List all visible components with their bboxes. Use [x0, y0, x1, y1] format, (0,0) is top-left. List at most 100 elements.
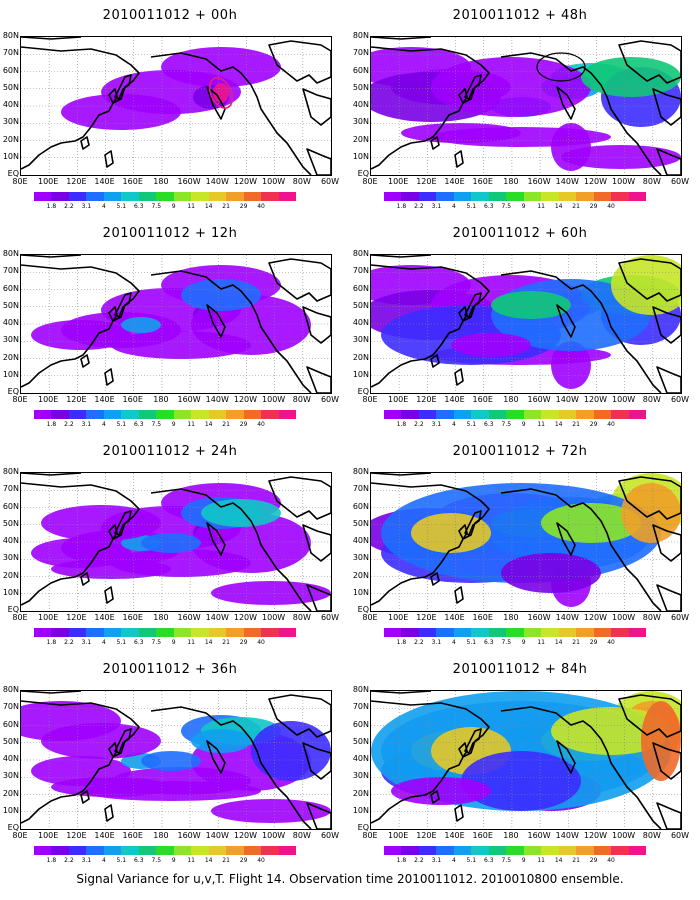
colorbar	[34, 846, 297, 855]
signal-region	[181, 279, 261, 311]
coastline	[108, 88, 118, 104]
signal-region	[551, 123, 591, 171]
colorbar-swatch	[243, 192, 262, 201]
colorbar-swatch	[138, 846, 157, 855]
coastline	[114, 510, 132, 536]
colorbar-label: 9	[171, 421, 176, 428]
lon-label: 100W	[612, 613, 636, 622]
signal-region	[141, 751, 201, 771]
signal-region	[191, 729, 251, 753]
colorbar-swatch	[523, 192, 542, 201]
coastline	[371, 46, 490, 170]
lat-label: 40N	[352, 754, 369, 763]
coastline	[618, 258, 681, 302]
colorbar-label: 3.1	[81, 421, 92, 428]
lat-label: 20N	[2, 788, 19, 798]
coastline	[430, 790, 440, 804]
lat-label: 70N	[352, 266, 369, 276]
lon-label: 120W	[583, 831, 608, 840]
lon-label: 160E	[472, 395, 493, 404]
colorbar-swatch	[418, 192, 437, 201]
colorbar-label: 7.5	[151, 421, 162, 428]
coastline	[454, 804, 464, 822]
coastline	[150, 52, 312, 175]
lon-label: 160E	[122, 177, 143, 186]
lon-label: 160W	[527, 395, 551, 404]
colorbar-label: 2.2	[64, 857, 74, 864]
lon-label: 180	[153, 395, 169, 404]
signal-region	[621, 483, 681, 543]
lat-label: 80N	[352, 249, 369, 258]
colorbar-label: 29	[239, 203, 248, 210]
colorbar-label: 1.8	[396, 857, 407, 864]
colorbar-swatch	[384, 192, 402, 201]
colorbar-label: 11	[537, 421, 545, 428]
map-panel: 2010011012 + 36h 80N 70N 60N 50N 40N 30N 20N 10N…	[0, 658, 340, 878]
colorbar-swatch	[86, 846, 104, 855]
colorbar-label: 6.3	[484, 857, 494, 864]
lon-label: 160W	[527, 831, 551, 840]
colorbar-swatch	[191, 410, 209, 419]
colorbar-label: 40	[257, 857, 265, 864]
lon-label: 160E	[122, 395, 143, 404]
coastline	[80, 354, 90, 368]
colorbar-swatch	[261, 410, 279, 419]
colorbar-label: 1.8	[46, 421, 57, 428]
lat-label: 80N	[2, 249, 19, 258]
lon-label: 180	[153, 613, 169, 622]
colorbar-swatch	[243, 846, 262, 855]
map-panel: 2010011012 + 00h 80N 70N 60N 50N 40N 30N 20N 10N…	[0, 4, 340, 224]
lat-label: 10N	[352, 805, 369, 815]
colorbar-swatch	[384, 628, 402, 637]
colorbar-label: 2.2	[64, 421, 74, 428]
lat-label: 70N	[2, 266, 19, 276]
colorbar-swatch	[506, 846, 524, 855]
signal-region	[111, 331, 251, 359]
lon-label: 120E	[66, 395, 87, 404]
lat-label: 80N	[352, 685, 369, 694]
colorbar-label: 5.1	[466, 857, 477, 864]
colorbar-label: 5.1	[116, 857, 127, 864]
colorbar-label: 40	[257, 203, 265, 210]
colorbar-swatch	[86, 410, 104, 419]
coastline	[108, 742, 118, 758]
colorbar-label: 9	[521, 857, 526, 864]
map-svg	[21, 37, 331, 175]
lat-label: EQ	[357, 605, 369, 614]
lat-label: 60N	[2, 65, 19, 75]
colorbar-swatch	[453, 846, 472, 855]
lat-label: 30N	[352, 335, 369, 345]
lon-label: 60W	[320, 177, 340, 186]
colorbar-label: 9	[521, 203, 526, 210]
signal-region	[61, 94, 181, 130]
colorbar-swatch	[191, 628, 209, 637]
colorbar-label: 4	[101, 639, 106, 646]
lon-label: 140W	[555, 177, 579, 186]
lon-label: 100W	[612, 395, 636, 404]
colorbar-label: 40	[607, 857, 615, 864]
colorbar-label: 21	[572, 857, 580, 864]
colorbar-swatch	[51, 846, 69, 855]
colorbar-swatch	[611, 192, 629, 201]
colorbar-swatch	[156, 410, 174, 419]
colorbar-label: 5.1	[466, 421, 477, 428]
coastline	[371, 264, 490, 388]
colorbar-label: 6.3	[134, 203, 144, 210]
coastline	[458, 524, 468, 540]
colorbar-swatch	[558, 628, 577, 637]
colorbar-label: 29	[589, 639, 598, 646]
signal-region	[541, 503, 641, 543]
lat-label: 30N	[2, 553, 19, 563]
lon-label: 140W	[205, 177, 229, 186]
lat-label: 50N	[352, 736, 369, 746]
colorbar-swatch	[86, 628, 104, 637]
colorbar-label: 6.3	[484, 421, 494, 428]
colorbar-label: 7.5	[501, 639, 512, 646]
colorbar-label: 21	[222, 421, 230, 428]
lat-label: 10N	[2, 805, 19, 815]
colorbar-swatch	[226, 628, 244, 637]
colorbar-label: 7.5	[501, 421, 512, 428]
lat-label: EQ	[7, 387, 19, 396]
map-area	[370, 690, 682, 830]
colorbar-label: 1.8	[46, 639, 57, 646]
